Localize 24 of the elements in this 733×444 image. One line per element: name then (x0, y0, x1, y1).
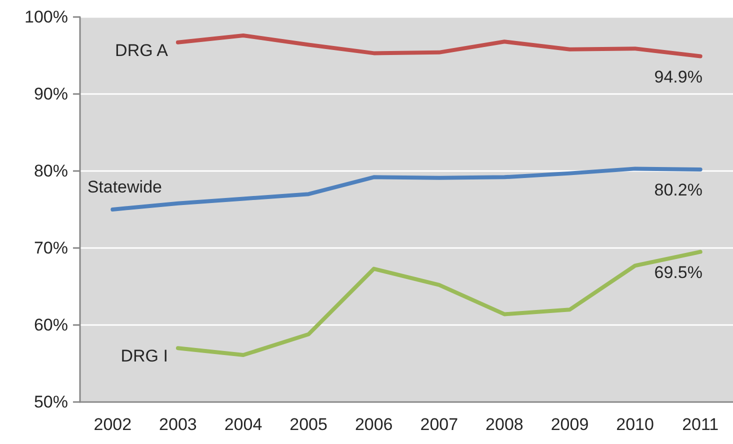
data-label: 94.9% (654, 67, 702, 86)
x-tick-label: 2007 (420, 415, 458, 434)
data-label: 69.5% (654, 262, 702, 282)
line-series (176, 250, 702, 358)
x-tick-label: 2010 (616, 415, 654, 434)
series-label: Statewide (87, 178, 162, 196)
x-tick-label: 2002 (94, 415, 132, 434)
y-tick-label: 70% (34, 238, 68, 258)
y-tick-label: 60% (34, 316, 68, 334)
series-label: DRG A (115, 40, 169, 60)
data-label: 80.2% (654, 180, 702, 200)
x-tick-label: 2006 (354, 415, 393, 434)
series-label: DRG I (120, 346, 168, 366)
x-tick-label: 2005 (290, 415, 328, 434)
x-tick-label: 2003 (159, 415, 197, 434)
x-tick-label: 2008 (486, 415, 524, 434)
line-series (176, 33, 702, 58)
y-tick-label: 90% (34, 84, 68, 104)
y-tick-label: 100% (24, 8, 68, 26)
x-tick-label: 2009 (550, 415, 589, 434)
y-tick-label: 80% (34, 162, 68, 180)
x-tick-label: 2011 (682, 415, 719, 434)
y-tick-label: 50% (34, 392, 68, 412)
x-tick-label: 2004 (224, 415, 262, 434)
